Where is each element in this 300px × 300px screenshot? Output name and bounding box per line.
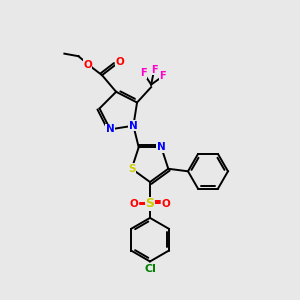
Text: N: N [129, 121, 138, 131]
Text: F: F [151, 65, 158, 75]
Text: O: O [130, 199, 139, 209]
Text: Cl: Cl [144, 264, 156, 274]
Text: F: F [140, 68, 147, 78]
Text: S: S [128, 164, 136, 174]
Text: N: N [157, 142, 166, 152]
Text: O: O [161, 199, 170, 209]
Text: F: F [159, 71, 166, 81]
Text: O: O [83, 60, 92, 70]
Text: O: O [116, 57, 124, 67]
Text: N: N [106, 124, 115, 134]
Text: S: S [146, 197, 154, 210]
